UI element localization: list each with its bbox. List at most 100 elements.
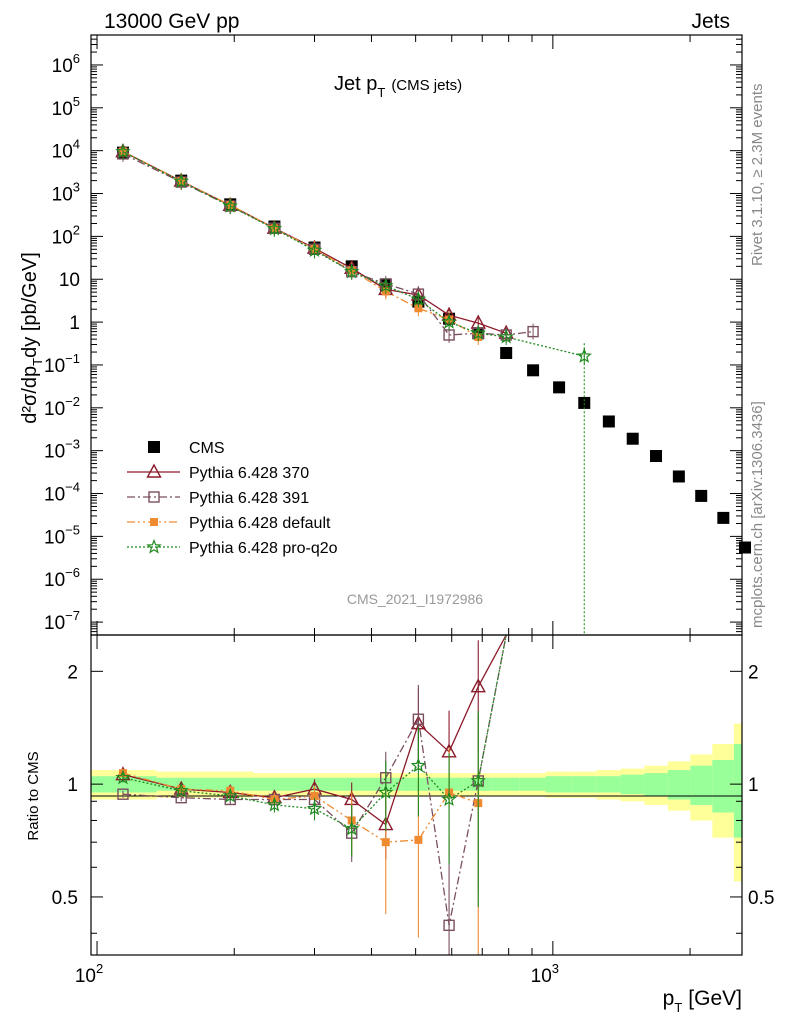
- main-y-tick-label: 1: [69, 313, 80, 334]
- main-series-point: [739, 541, 752, 554]
- legend-label: Pythia 6.428 391: [189, 490, 309, 507]
- main-y-tick-base: 10: [44, 527, 65, 548]
- main-y-tick-label: 105: [52, 94, 80, 120]
- main-y-tick-base: 10: [52, 142, 73, 163]
- legend-marker: [146, 463, 162, 478]
- ratio-series-point: [117, 788, 129, 800]
- main-title-sub: T: [377, 85, 385, 100]
- main-y-tick-exponent: 4: [73, 137, 80, 152]
- green-band-segment: [667, 770, 691, 800]
- ratio-y-tick-label-right: 2: [748, 662, 759, 683]
- main-y-tick-label: 106: [52, 51, 80, 77]
- main-ylabel-sub: T: [30, 358, 45, 366]
- main-series-3: [118, 143, 483, 345]
- main-ylabel-suffix: dy [pb/GeV]: [19, 252, 41, 358]
- main-series-point: [672, 470, 685, 483]
- watermark: CMS_2021_I1972986: [347, 591, 483, 607]
- ratio-series-point: [470, 678, 486, 693]
- ratio-series-point: [381, 838, 390, 847]
- green-band-segment: [545, 776, 572, 793]
- ratio-y-tick-label-right: 1: [748, 775, 759, 796]
- main-y-tick-base: 10: [44, 613, 65, 634]
- main-data-layer: [115, 143, 752, 635]
- main-series-point: [695, 489, 708, 502]
- green-band-segment: [519, 777, 546, 791]
- legend-label: CMS: [189, 440, 225, 457]
- main-y-tick-base: 10: [44, 399, 65, 420]
- green-band-segment: [596, 776, 621, 793]
- main-series-point: [553, 381, 566, 394]
- main-y-axis: 10610510410310210110−110−210−310−410−510…: [44, 34, 742, 636]
- ratio-panel: 0.5 0.51 12 2 102 103 Ratio to CMS pT [GeV]: [25, 35, 774, 1015]
- main-y-tick-base: 10: [52, 56, 73, 77]
- main-series-line: [122, 150, 479, 338]
- green-band-segment: [492, 777, 520, 791]
- main-series-point: [498, 328, 515, 344]
- main-y-tick-base: 10: [44, 356, 65, 377]
- ratio-y-tick-label-left: 2: [67, 662, 78, 683]
- main-series-point: [173, 173, 189, 188]
- main-series-point: [527, 325, 539, 338]
- main-series-point: [717, 511, 730, 524]
- ratio-plot-frame: [90, 634, 743, 956]
- main-series-point: [576, 348, 592, 363]
- main-y-tick-base: 10: [52, 99, 73, 120]
- main-series-point: [115, 143, 131, 159]
- green-band-segment: [712, 759, 734, 813]
- main-series-4: [115, 143, 592, 635]
- green-band-segment: [205, 777, 254, 791]
- main-y-tick-exponent: −5: [65, 522, 80, 537]
- green-band-segment: [91, 776, 157, 793]
- main-y-tick-base: 10: [44, 485, 65, 506]
- main-y-tick-exponent: 5: [73, 94, 80, 109]
- main-panel: Jet pT (CMS jets) d²σ/dpTdy [pb/GeV] CMS_…: [19, 34, 752, 636]
- main-y-tick-exponent: −1: [65, 351, 80, 366]
- main-series-point: [527, 364, 540, 377]
- x-axis-label-sub: T: [674, 1000, 682, 1015]
- main-y-tick-exponent: 2: [73, 222, 80, 237]
- main-y-tick-base: 10: [52, 227, 73, 248]
- main-y-tick-exponent: −2: [65, 394, 80, 409]
- ratio-y-tick-label-left: 0.5: [52, 888, 78, 909]
- ratio-bands: [91, 723, 742, 882]
- main-y-tick-label: 10−6: [44, 565, 80, 591]
- ratio-series-point: [378, 784, 394, 800]
- main-y-tick-base: 10: [52, 185, 73, 206]
- x-axis: 102 103: [75, 35, 691, 987]
- main-series-point: [626, 432, 639, 445]
- ratio-data-layer: [115, 634, 507, 955]
- main-series-point: [414, 304, 423, 313]
- green-band-segment: [401, 777, 434, 791]
- main-series-point: [410, 291, 427, 306]
- main-y-tick-label: 102: [52, 222, 80, 248]
- main-series-point: [306, 242, 323, 258]
- header-left: 13000 GeV pp: [104, 10, 239, 33]
- main-y-tick-base: 10: [44, 442, 65, 463]
- main-y-tick-base: 10: [44, 570, 65, 591]
- main-y-tick-exponent: −4: [65, 480, 80, 495]
- ratio-series-2: [118, 719, 483, 955]
- main-y-tick-exponent: 6: [73, 51, 80, 66]
- legend-label: Pythia 6.428 370: [189, 465, 309, 482]
- legend-marker: [150, 518, 158, 526]
- ratio-series-point: [115, 769, 131, 785]
- green-band-segment: [368, 777, 402, 791]
- legend-marker: [148, 441, 160, 453]
- ratio-series-point: [470, 772, 486, 788]
- x-tick-exponent: 3: [552, 961, 559, 976]
- main-series-point: [470, 325, 486, 340]
- ratio-series-0: [115, 634, 507, 860]
- legend-label: Pythia 6.428 default: [189, 515, 331, 532]
- main-title: Jet pT (CMS jets): [334, 73, 462, 100]
- x-axis-label-suffix: [GeV]: [688, 987, 742, 1010]
- x-tick-base: 10: [531, 966, 552, 987]
- ratio-y-axis: 0.5 0.5 1 1 2 2: [52, 662, 774, 934]
- main-series-line: [122, 151, 585, 357]
- main-ylabel: d²σ/dpTdy [pb/GeV]: [19, 252, 45, 424]
- main-y-tick-label: 10−2: [44, 394, 80, 420]
- legend-marker: [146, 538, 162, 554]
- green-band-segment: [620, 774, 645, 795]
- ratio-series-point: [443, 919, 455, 932]
- main-y-tick-exponent: −7: [65, 608, 80, 623]
